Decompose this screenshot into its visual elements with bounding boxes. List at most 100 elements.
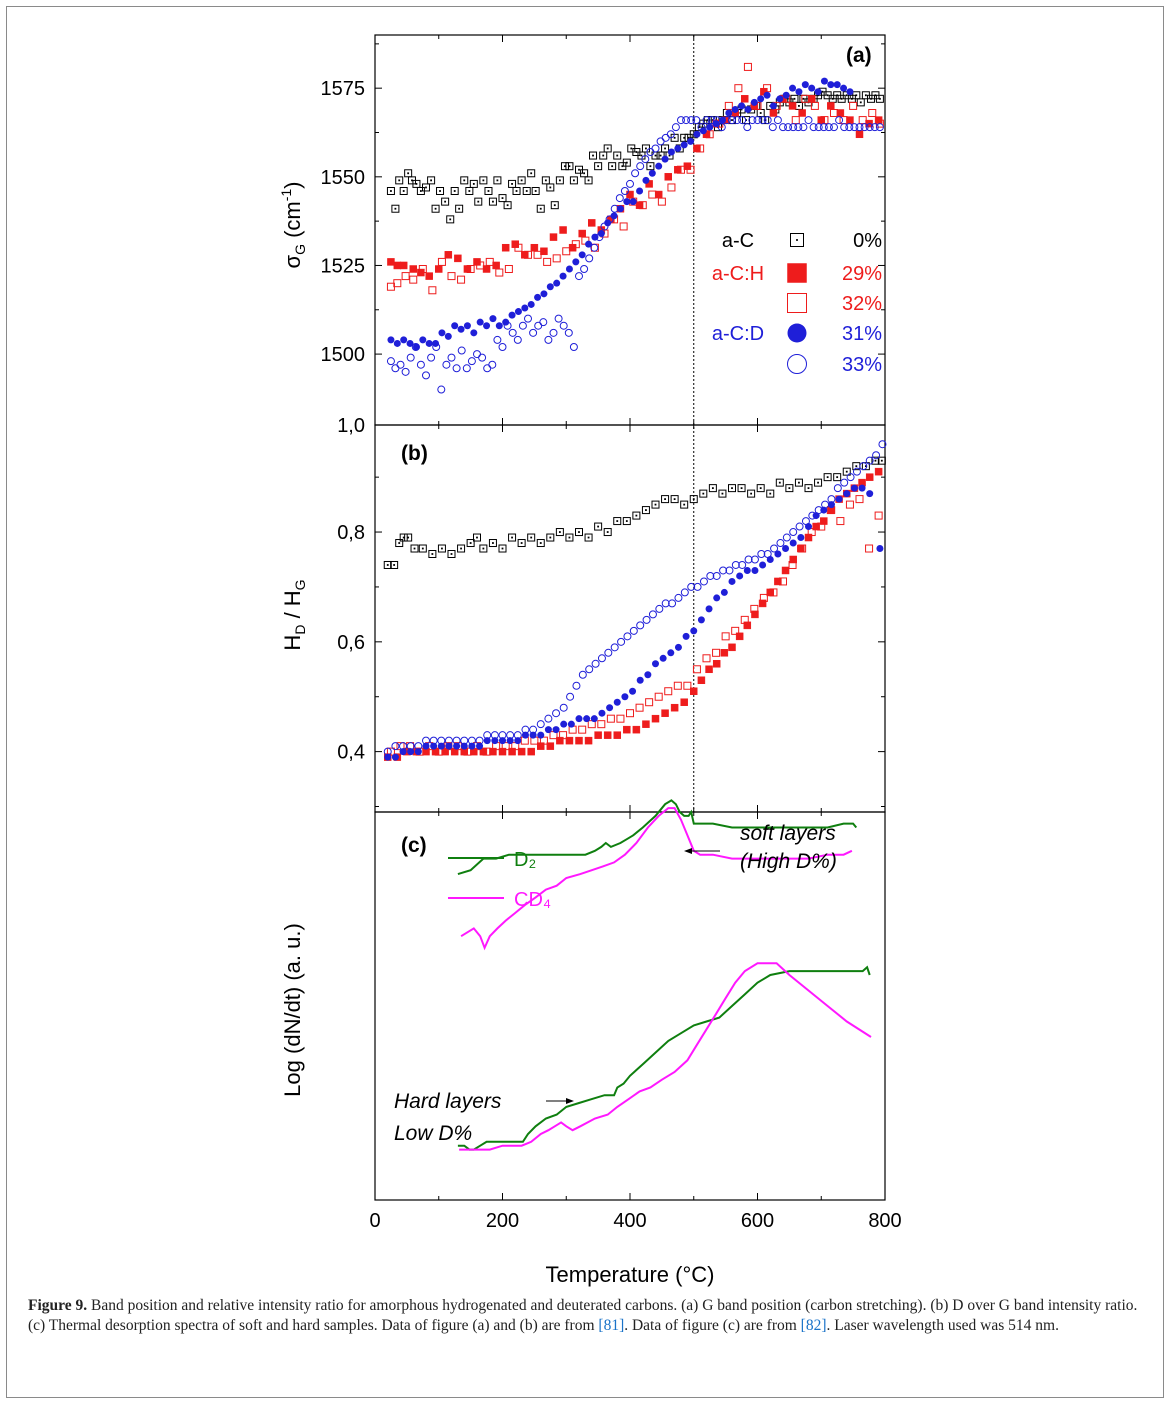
data-point-a (571, 240, 580, 249)
data-point-a (391, 204, 400, 213)
data-point-b (690, 627, 698, 635)
data-point-a-box (603, 144, 612, 153)
data-point-b (750, 604, 759, 613)
x-tick-label: 0 (369, 1210, 380, 1232)
data-point-b-box (699, 489, 708, 498)
data-point-b (718, 489, 727, 498)
data-point-b (475, 736, 484, 745)
data-point-b (539, 736, 548, 745)
data-point-a-dot (496, 179, 499, 182)
y-axis-label-a-sup: -1 (278, 189, 294, 202)
data-point-a (696, 144, 705, 153)
data-point-b (590, 715, 598, 723)
data-point-a (712, 116, 721, 125)
data-point-a-dot (850, 97, 853, 100)
data-point-b-box (555, 528, 564, 537)
legend-marker (790, 233, 804, 247)
data-point-a-dot (583, 172, 585, 175)
data-point-b (865, 544, 874, 553)
data-point-a (824, 123, 833, 132)
data-point-b-dot (836, 476, 839, 479)
data-point-b (567, 720, 575, 728)
data-point-b-box (517, 539, 526, 548)
data-point-a (763, 91, 771, 99)
data-point-b (731, 560, 740, 569)
data-point-a-dot (874, 94, 877, 97)
data-point-b-box (718, 489, 727, 498)
data-point-a (738, 102, 746, 110)
data-point-b (536, 539, 545, 548)
data-point-b (843, 490, 851, 498)
data-point-b (591, 659, 600, 668)
data-point-a-box (508, 179, 517, 188)
data-point-a (451, 322, 459, 330)
data-point-a (422, 371, 430, 380)
data-point-a-dot (515, 190, 518, 192)
data-point-a-dot (635, 151, 638, 153)
data-point-a-dot (506, 204, 509, 207)
data-point-b (506, 731, 515, 740)
data-point-a (585, 254, 594, 263)
data-point-a (427, 176, 436, 185)
data-point-b (859, 462, 868, 471)
data-point-a-dot (511, 183, 513, 185)
data-point-a-dot (434, 207, 437, 210)
data-point-b-dot (616, 520, 619, 522)
data-point-b (654, 692, 663, 701)
data-point-a-dot (831, 97, 834, 100)
data-point-a-dot (578, 168, 580, 171)
data-point-a (808, 84, 816, 92)
y-axis-label-a-sub: G (292, 244, 308, 255)
data-point-a (682, 116, 691, 125)
data-point-b (644, 671, 652, 679)
data-point-a (725, 109, 733, 117)
data-point-a-dot (840, 97, 843, 100)
caption-ref-82[interactable]: [82] (800, 1317, 827, 1334)
data-point-b (763, 550, 772, 558)
data-point-a-dot (553, 204, 556, 207)
data-point-a-dot (759, 112, 762, 114)
data-point-a-dot (398, 179, 401, 182)
data-point-a (706, 123, 714, 131)
data-point-a (406, 339, 414, 347)
data-point-b-box (814, 478, 823, 487)
legend-marker (787, 263, 807, 283)
caption-ref-81[interactable]: [81] (598, 1317, 625, 1334)
data-point-b-box (390, 560, 399, 569)
data-point-a (769, 102, 777, 110)
data-point-a-box (427, 176, 436, 185)
legend-value-label: 0% (853, 230, 882, 252)
data-point-b (616, 714, 625, 723)
data-point-a (534, 293, 542, 301)
data-point-b-dot (393, 564, 396, 566)
data-point-b (668, 599, 677, 608)
data-point-a (565, 265, 573, 273)
data-point-a (530, 243, 539, 252)
data-point-a-dot (683, 136, 686, 139)
data-point-b (807, 528, 816, 537)
data-point-a (758, 116, 767, 125)
data-point-a (387, 258, 395, 266)
data-point-a-dot (836, 94, 839, 97)
data-point-b-dot (740, 487, 743, 490)
data-point-a (641, 155, 650, 164)
data-point-a (850, 123, 859, 132)
y-axis-label-a-sigma: σ (280, 255, 305, 269)
data-point-a (437, 257, 446, 266)
data-point-b (840, 478, 849, 487)
data-point-a (741, 95, 749, 103)
data-point-a (541, 176, 550, 185)
data-point-a (743, 62, 752, 71)
data-point-b (835, 495, 843, 503)
data-point-b (661, 495, 670, 504)
data-point-a (580, 169, 589, 178)
data-point-b-box (437, 544, 446, 553)
data-point-b-box (399, 533, 408, 542)
data-point-b-dot (450, 553, 453, 555)
data-point-a (543, 257, 552, 266)
data-point-b (712, 660, 721, 668)
data-point-a (569, 343, 578, 351)
data-point-a (610, 204, 619, 213)
data-point-b (575, 736, 583, 745)
data-point-a (664, 173, 672, 181)
